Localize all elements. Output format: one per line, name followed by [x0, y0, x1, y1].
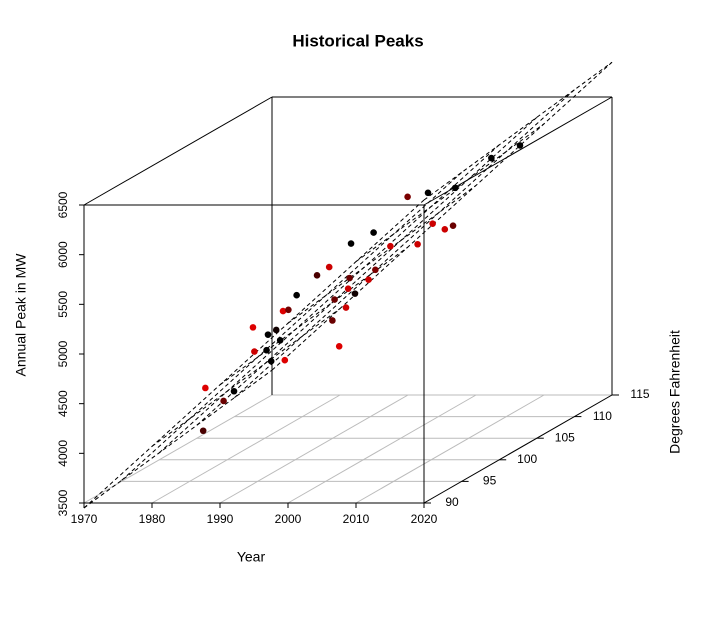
point — [276, 337, 284, 344]
point — [365, 276, 372, 284]
point — [325, 263, 333, 271]
x-tick-label: 1990 — [207, 512, 234, 526]
point — [267, 357, 275, 365]
y-tick-label: 110 — [593, 409, 612, 423]
y-tick-label: 90 — [445, 495, 459, 509]
x-tick-label: 2010 — [343, 512, 370, 526]
plane-line — [287, 185, 477, 324]
plane-line — [196, 116, 538, 426]
point — [488, 154, 495, 162]
point — [429, 220, 436, 227]
x-axis-label: Year — [237, 549, 266, 565]
point — [441, 226, 449, 233]
point — [346, 274, 353, 282]
grid-line — [355, 394, 545, 504]
point — [414, 240, 421, 248]
point — [249, 324, 257, 331]
y-tick-label: 100 — [517, 452, 537, 466]
plane-line — [151, 308, 341, 447]
z-tick-label: 5000 — [56, 340, 70, 367]
z-tick-label: 4000 — [56, 440, 70, 467]
point — [313, 272, 321, 279]
point — [264, 331, 272, 338]
point — [351, 290, 359, 297]
point — [199, 427, 207, 435]
point — [272, 326, 280, 334]
z-tick-label: 6000 — [56, 241, 70, 268]
point — [293, 291, 300, 299]
point — [516, 142, 524, 149]
x-tick-label: 2000 — [275, 512, 302, 526]
box-edge — [423, 394, 613, 504]
point — [344, 285, 352, 292]
z-tick-label: 3500 — [56, 489, 70, 516]
y-tick-label: 115 — [630, 387, 649, 401]
point — [424, 189, 432, 197]
grid-line — [151, 394, 341, 504]
point — [230, 387, 238, 395]
y-tick-label: 95 — [483, 474, 497, 488]
point — [449, 222, 457, 229]
point — [342, 304, 350, 311]
point — [202, 384, 209, 392]
plane-line — [121, 172, 462, 481]
plane-line — [423, 61, 613, 201]
grid-line — [219, 394, 409, 504]
point — [347, 240, 355, 247]
plane-line — [83, 369, 273, 509]
box-edge — [83, 96, 273, 206]
point — [281, 356, 289, 364]
point — [331, 296, 338, 303]
point — [279, 307, 287, 315]
x-tick-label: 1980 — [139, 512, 166, 526]
x-tick-label: 2020 — [411, 512, 438, 526]
grid-line — [287, 394, 477, 504]
point — [263, 346, 270, 354]
point — [387, 242, 394, 250]
y-tick-label: 105 — [555, 430, 575, 444]
point — [251, 348, 258, 355]
z-tick-label: 4500 — [56, 390, 70, 417]
x-tick-label: 1970 — [71, 512, 98, 526]
chart-title: Historical Peaks — [292, 31, 423, 50]
y-axis-label: Degrees Fahrenheit — [667, 330, 683, 454]
plane-line — [234, 89, 575, 399]
z-tick-label: 6500 — [56, 191, 70, 218]
point — [404, 193, 411, 201]
point — [372, 266, 379, 274]
plane-line — [219, 246, 409, 386]
point — [335, 343, 343, 350]
point — [329, 317, 336, 324]
z-tick-label: 5500 — [56, 291, 70, 318]
point — [285, 306, 292, 314]
plane-line — [355, 123, 545, 263]
point — [370, 229, 377, 236]
point — [220, 397, 227, 405]
plane-line — [271, 61, 613, 371]
point — [451, 184, 459, 192]
z-axis-label: Annual Peak in MW — [13, 253, 29, 377]
